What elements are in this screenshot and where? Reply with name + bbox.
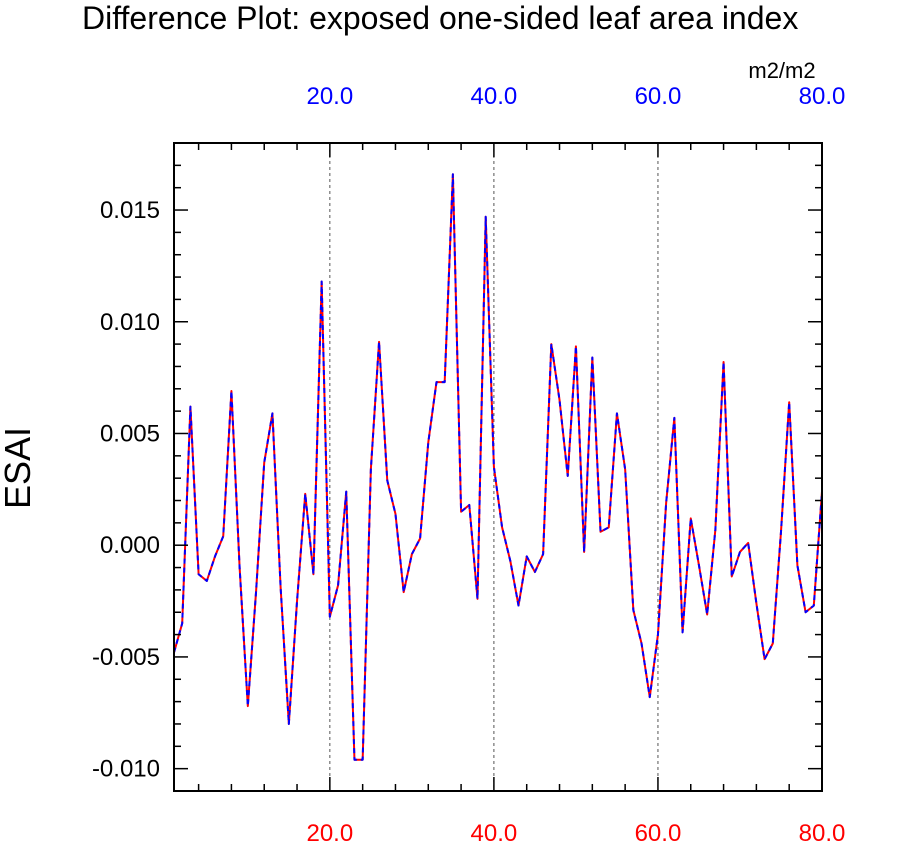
y-tick-label: 0.010 [100,309,160,336]
units-label: m2/m2 [748,58,815,83]
series-line-blue [173,173,823,761]
plot-frame [173,142,823,792]
x-top-tick-label: 80.0 [799,83,846,110]
y-tick-label: 0.015 [100,197,160,224]
x-top-tick-label: 20.0 [306,83,353,110]
y-tick-label: 0.000 [100,532,160,559]
x-top-tick-label: 40.0 [471,83,518,110]
y-axis-label: ESAI [0,427,38,509]
x-bottom-tick-label: 40.0 [471,820,518,847]
chart-title: Difference Plot: exposed one-sided leaf … [82,0,798,36]
y-tick-label: 0.005 [100,420,160,447]
x-bottom-tick-label: 20.0 [306,820,353,847]
x-bottom-tick-label: 60.0 [635,820,682,847]
x-top-tick-labels: 20.0 40.0 60.0 80.0 [306,83,845,110]
y-tick-label: -0.010 [92,756,160,783]
series-layer [173,173,823,761]
series-line-red [173,173,823,761]
y-tick-labels: -0.010 -0.005 0.000 0.005 0.010 0.015 [92,197,160,783]
tick-marks [174,142,823,792]
x-bottom-tick-labels: 20.0 40.0 60.0 80.0 [306,820,845,847]
y-tick-label: -0.005 [92,644,160,671]
x-top-tick-label: 60.0 [635,83,682,110]
x-bottom-tick-label: 80.0 [799,820,846,847]
